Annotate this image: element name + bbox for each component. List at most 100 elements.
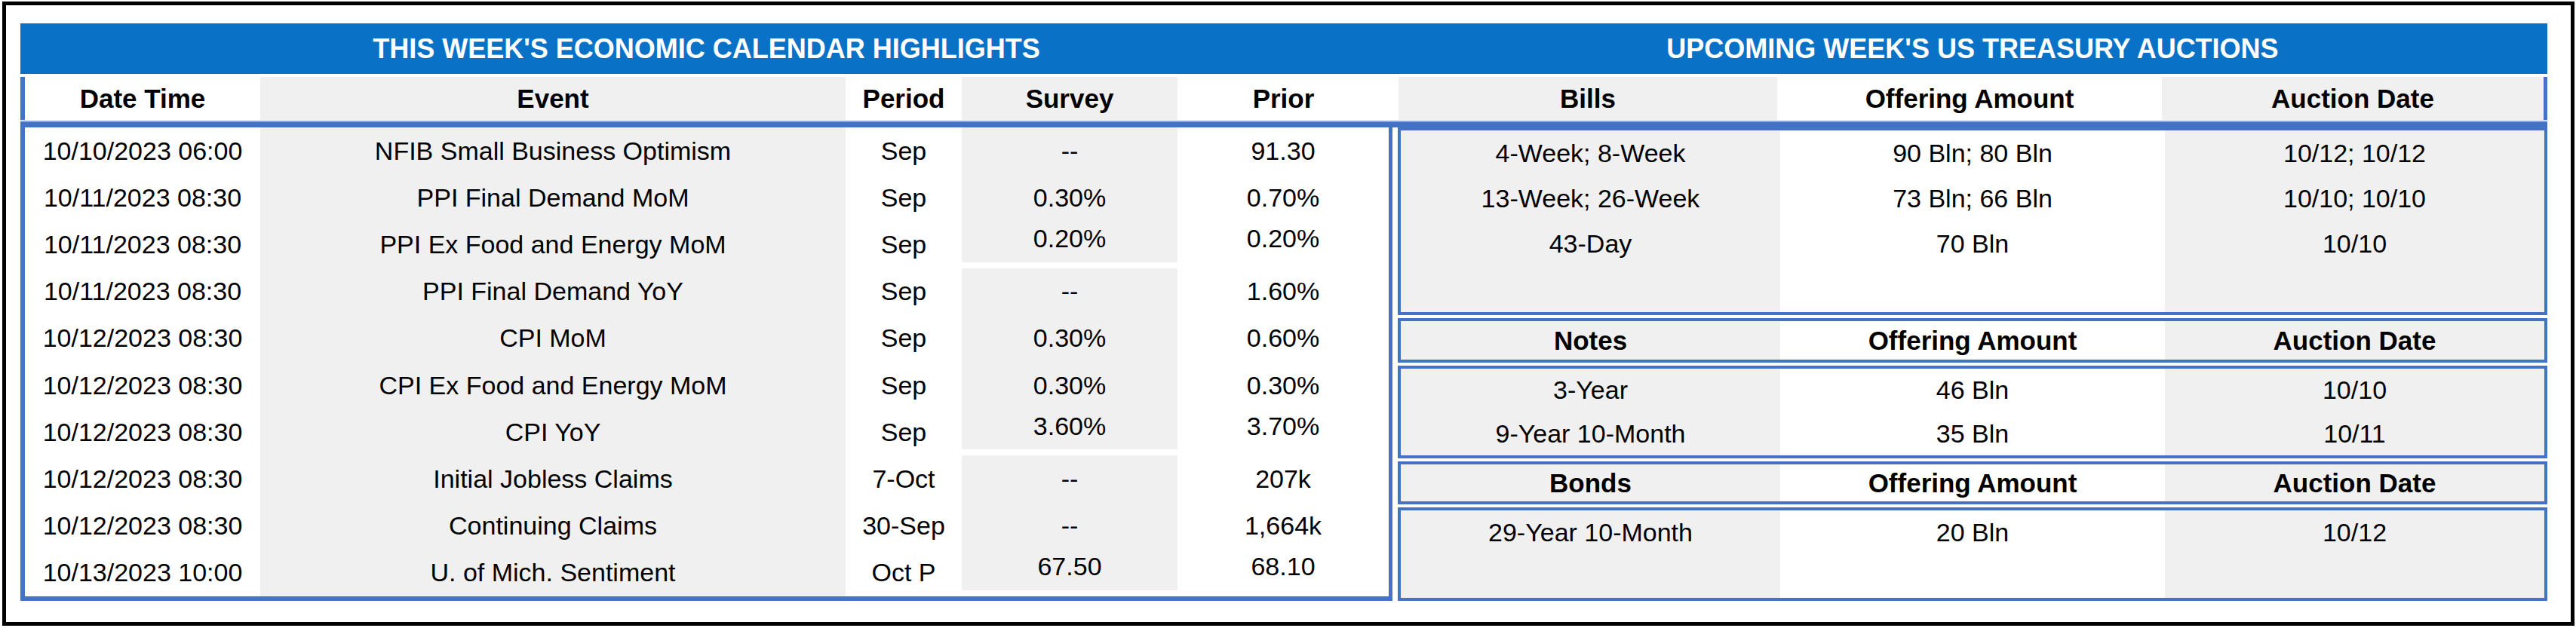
col-header-event: Event: [260, 77, 846, 120]
cell-security: 9-Year 10-Month: [1401, 412, 1780, 456]
cell-period: Sep: [846, 315, 962, 362]
cell-survey: 0.30%: [962, 362, 1177, 409]
cell-survey: --: [962, 127, 1177, 174]
notes-header-box: NotesOffering AmountAuction Date: [1398, 318, 2547, 363]
cell-date-time: 10/12/2023 08:30: [25, 455, 260, 502]
cell-security: 43-Day: [1401, 222, 1780, 267]
cell-auction-date: [2165, 554, 2544, 598]
cell-auction-date: 10/12: [2165, 510, 2544, 554]
cell-auction-date: [2165, 267, 2544, 312]
cell-prior: 68.10: [1177, 544, 1389, 590]
bonds-header-box: BondsOffering AmountAuction Date: [1398, 461, 2547, 504]
treasury-auctions-table: 4-Week; 8-Week90 Bln; 80 Bln10/12; 10/12…: [1398, 127, 2547, 601]
cell-event: Initial Jobless Claims: [260, 455, 846, 502]
cell-period: Oct P: [846, 550, 962, 596]
title-bar: THIS WEEK'S ECONOMIC CALENDAR HIGHLIGHTS…: [20, 23, 2547, 74]
bills-rows-box: 4-Week; 8-Week90 Bln; 80 Bln10/12; 10/12…: [1398, 127, 2547, 315]
calendar-row: 10/10/2023 06:00NFIB Small Business Opti…: [25, 127, 1389, 174]
calendar-row: 10/12/2023 08:30CPI MoMSep0.30%0.60%: [25, 315, 1389, 362]
cell-prior: 207k: [1177, 455, 1389, 502]
cell-security: [1401, 267, 1780, 312]
cell-offering-amount: 70 Bln: [1780, 222, 2165, 267]
cell-prior: 0.60%: [1177, 315, 1389, 362]
cell-event: PPI Final Demand YoY: [260, 268, 846, 315]
calendar-row: 10/11/2023 08:30PPI Ex Food and Energy M…: [25, 221, 1389, 268]
data-region: 10/10/2023 06:00NFIB Small Business Opti…: [20, 127, 2547, 601]
cell-offering-amount: [1780, 554, 2165, 598]
cell-prior: 91.30: [1177, 127, 1389, 174]
section-header-bonds: Bonds: [1401, 464, 1780, 501]
cell-survey: --: [962, 503, 1177, 550]
cell-security: [1401, 554, 1780, 598]
cell-date-time: 10/12/2023 08:30: [25, 315, 260, 362]
cell-period: Sep: [846, 221, 962, 268]
cell-auction-date: 10/10: [2165, 369, 2544, 412]
col-header-date-time: Date Time: [25, 77, 260, 120]
cell-period: Sep: [846, 174, 962, 221]
cell-date-time: 10/12/2023 08:30: [25, 362, 260, 409]
cell-period: Sep: [846, 409, 962, 455]
cell-prior: 1,664k: [1177, 503, 1389, 550]
cell-survey: 3.60%: [962, 403, 1177, 449]
auction-row: 43-Day70 Bln10/10: [1401, 222, 2544, 267]
cell-event: CPI Ex Food and Energy MoM: [260, 362, 846, 409]
cell-prior: 1.60%: [1177, 268, 1389, 315]
col-header-bills: Bills: [1399, 77, 1777, 120]
column-header-row: Date TimeEventPeriodSurveyPriorBillsOffe…: [20, 77, 2547, 120]
cell-auction-date: 10/11: [2165, 412, 2544, 456]
economic-calendar-table: 10/10/2023 06:00NFIB Small Business Opti…: [20, 127, 1392, 601]
cell-security: 4-Week; 8-Week: [1401, 130, 1780, 176]
calendar-title: THIS WEEK'S ECONOMIC CALENDAR HIGHLIGHTS: [20, 23, 1392, 74]
cell-offering-amount: 20 Bln: [1780, 510, 2165, 554]
auction-row: 13-Week; 26-Week73 Bln; 66 Bln10/10; 10/…: [1401, 176, 2544, 221]
cell-prior: 0.70%: [1177, 174, 1389, 221]
cell-event: Continuing Claims: [260, 503, 846, 550]
cell-auction-date: 10/10: [2165, 222, 2544, 267]
cell-period: 30-Sep: [846, 503, 962, 550]
cell-period: Sep: [846, 127, 962, 174]
cell-survey: 0.30%: [962, 174, 1177, 221]
cell-security: 13-Week; 26-Week: [1401, 176, 1780, 221]
weekly-report: THIS WEEK'S ECONOMIC CALENDAR HIGHLIGHTS…: [20, 23, 2547, 605]
cell-survey: --: [962, 455, 1177, 502]
cell-survey: 0.20%: [962, 215, 1177, 262]
cell-offering-amount: 46 Bln: [1780, 369, 2165, 412]
cell-date-time: 10/11/2023 08:30: [25, 221, 260, 268]
calendar-row: 10/12/2023 08:30CPI Ex Food and Energy M…: [25, 362, 1389, 409]
cell-survey: --: [962, 268, 1177, 315]
bonds-rows-box: 29-Year 10-Month20 Bln10/12: [1398, 507, 2547, 601]
auction-row: 4-Week; 8-Week90 Bln; 80 Bln10/12; 10/12: [1401, 130, 2544, 176]
cell-offering-amount: 90 Bln; 80 Bln: [1780, 130, 2165, 176]
cell-event: NFIB Small Business Optimism: [260, 127, 846, 174]
cell-security: 29-Year 10-Month: [1401, 510, 1780, 554]
cell-period: Sep: [846, 268, 962, 315]
cell-date-time: 10/12/2023 08:30: [25, 409, 260, 455]
cell-date-time: 10/11/2023 08:30: [25, 268, 260, 315]
auction-row: 3-Year46 Bln10/10: [1401, 369, 2544, 412]
col-header-survey: Survey: [962, 77, 1177, 120]
cell-event: CPI YoY: [260, 409, 846, 455]
cell-prior: 0.20%: [1177, 215, 1389, 262]
section-header-auction-date: Auction Date: [2165, 464, 2544, 501]
cell-event: CPI MoM: [260, 315, 846, 362]
auction-empty-row: [1401, 554, 2544, 598]
calendar-row: 10/11/2023 08:30PPI Final Demand MoMSep0…: [25, 174, 1389, 221]
section-header-offering-amount: Offering Amount: [1780, 464, 2165, 501]
cell-period: Sep: [846, 362, 962, 409]
auctions-title: UPCOMING WEEK'S US TREASURY AUCTIONS: [1398, 23, 2547, 74]
cell-event: U. of Mich. Sentiment: [260, 550, 846, 596]
calendar-row: 10/11/2023 08:30PPI Final Demand YoYSep-…: [25, 268, 1389, 315]
auction-row: 29-Year 10-Month20 Bln10/12: [1401, 510, 2544, 554]
cell-survey: 67.50: [962, 544, 1177, 590]
col-header-offering-amount: Offering Amount: [1777, 77, 2162, 120]
calendar-row: 10/12/2023 08:30Continuing Claims30-Sep-…: [25, 503, 1389, 550]
cell-prior: 0.30%: [1177, 362, 1389, 409]
table-gutter: [1389, 77, 1399, 120]
cell-survey: 0.30%: [962, 315, 1177, 362]
cell-date-time: 10/10/2023 06:00: [25, 127, 260, 174]
cell-date-time: 10/11/2023 08:30: [25, 174, 260, 221]
section-header-notes: Notes: [1401, 321, 1780, 360]
section-header-auction-date: Auction Date: [2165, 321, 2544, 360]
cell-prior: 3.70%: [1177, 403, 1389, 449]
section-header-row: NotesOffering AmountAuction Date: [1401, 321, 2544, 360]
